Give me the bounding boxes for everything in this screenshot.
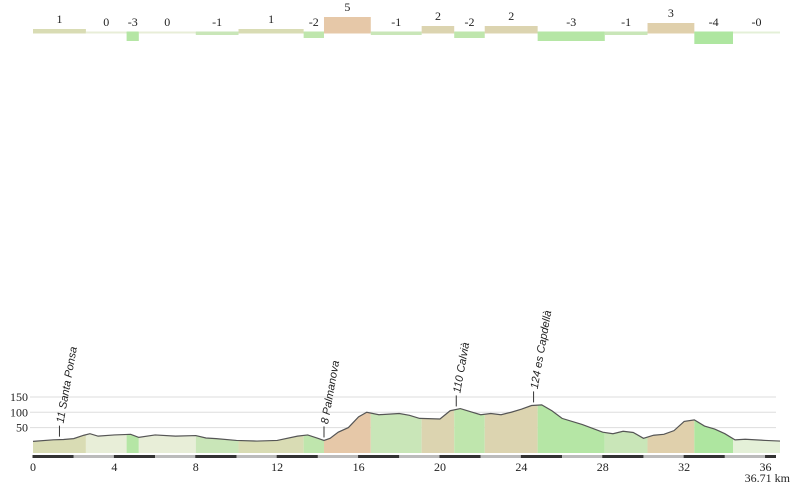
gradient-bar	[238, 29, 304, 32]
axis-bar	[73, 455, 115, 458]
y-tick-label: 100	[10, 405, 28, 419]
axis-bar	[155, 455, 196, 458]
axis-bar	[562, 455, 603, 458]
gradient-label: 0	[164, 15, 170, 29]
gradient-fill	[454, 408, 485, 453]
x-tick-label: 16	[353, 460, 365, 474]
gradient-fill	[138, 434, 196, 453]
x-tick-label: 20	[434, 460, 446, 474]
gradient-bar	[694, 32, 733, 44]
axis-bar	[358, 455, 400, 458]
elevation-line	[32, 404, 781, 442]
y-tick-label: 150	[10, 390, 28, 404]
axis-bar	[602, 455, 644, 458]
x-tick-label: 8	[193, 460, 199, 474]
x-tick-label: 0	[30, 460, 36, 474]
gradient-label: 2	[435, 9, 441, 23]
gradient-label: -1	[391, 15, 401, 29]
gradient-fill	[370, 413, 422, 453]
gradient-bar	[484, 26, 538, 32]
x-tick-label: 24	[515, 460, 527, 474]
gradient-label: 1	[268, 12, 274, 26]
annotation: 110 Calvià	[451, 341, 472, 393]
gradient-bar	[537, 32, 605, 41]
gradient-bar	[323, 17, 371, 32]
gradient-fill	[484, 405, 538, 453]
gradient-fill	[126, 434, 139, 453]
gradient-fill	[647, 419, 695, 453]
axis-bar	[480, 455, 522, 458]
gradient-label: 3	[668, 6, 674, 20]
gradient-bar	[604, 32, 648, 35]
axis-bar	[399, 455, 440, 458]
x-tick-label: 28	[597, 460, 609, 474]
axis-bar	[277, 455, 318, 458]
axis-bar	[765, 455, 776, 458]
gradient-label: -1	[212, 15, 222, 29]
x-end-label: 36.71 km	[745, 471, 791, 485]
axis-bar	[236, 455, 278, 458]
gradient-label: 0	[103, 15, 109, 29]
axis-bar	[33, 455, 74, 458]
axis-bar	[195, 455, 237, 458]
gradient-label: -4	[709, 15, 719, 29]
gradient-label: -0	[751, 15, 761, 29]
x-tick-label: 12	[271, 460, 283, 474]
gradient-bar	[303, 32, 324, 38]
gradient-label: -3	[566, 15, 576, 29]
gradient-fill	[732, 438, 780, 453]
gradient-label: -1	[621, 15, 631, 29]
axis-bar	[439, 455, 481, 458]
gradient-fill	[238, 435, 304, 453]
gradient-bar	[370, 32, 422, 35]
gradient-fill	[85, 433, 127, 453]
gradient-bar	[33, 29, 86, 32]
gradient-label: 1	[56, 12, 62, 26]
gradient-fill	[323, 412, 371, 453]
axis-bar	[684, 455, 725, 458]
gradient-fill	[303, 434, 324, 453]
axis-bar	[317, 455, 359, 458]
gradient-bar	[647, 23, 695, 32]
x-tick-label: 4	[111, 460, 117, 474]
gradient-bar	[454, 32, 485, 38]
gradient-fill	[537, 404, 605, 453]
gradient-bar	[421, 26, 455, 32]
annotation: 8 Palmanova	[319, 360, 342, 425]
gradient-fill	[421, 409, 455, 453]
gradient-label: -2	[464, 15, 474, 29]
axis-bar	[521, 455, 563, 458]
gradient-fill	[694, 419, 733, 453]
gradient-label: 5	[344, 0, 350, 14]
gradient-label: 2	[508, 9, 514, 23]
x-tick-label: 32	[678, 460, 690, 474]
x-tick-label: 36	[760, 460, 772, 474]
y-tick-label: 50	[16, 421, 28, 435]
axis-bar	[114, 455, 156, 458]
gradient-label: -2	[309, 15, 319, 29]
gradient-fill	[604, 431, 648, 453]
annotation: 124 es Capdellà	[529, 310, 555, 390]
gradient-bar	[126, 32, 139, 41]
gradient-label: -3	[128, 15, 138, 29]
axis-bar	[643, 455, 685, 458]
gradient-bar	[195, 32, 239, 35]
axis-bar	[724, 455, 766, 458]
